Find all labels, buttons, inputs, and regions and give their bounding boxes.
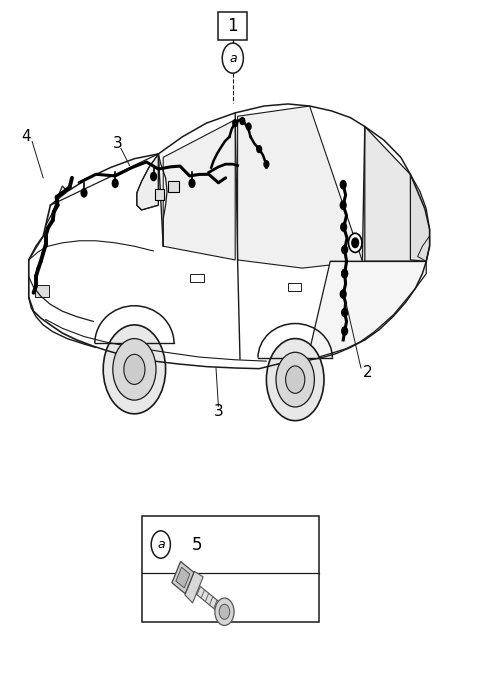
Circle shape [124,354,145,384]
Circle shape [266,339,324,421]
Polygon shape [137,154,158,210]
Circle shape [151,531,170,558]
Text: 1: 1 [228,17,238,35]
Circle shape [264,161,269,168]
FancyBboxPatch shape [35,285,49,297]
Polygon shape [238,106,362,268]
Circle shape [240,118,245,124]
Circle shape [341,223,347,231]
Circle shape [219,604,230,619]
Circle shape [286,366,305,393]
Circle shape [189,179,195,187]
Circle shape [340,290,346,298]
Circle shape [342,327,348,335]
FancyBboxPatch shape [168,181,179,192]
Circle shape [215,598,234,625]
Polygon shape [410,174,430,261]
Circle shape [342,308,348,317]
Polygon shape [176,567,190,588]
FancyBboxPatch shape [142,516,319,622]
Circle shape [112,179,118,187]
Circle shape [340,181,346,189]
Circle shape [151,172,156,181]
Circle shape [276,352,314,407]
Text: 2: 2 [362,365,372,380]
Circle shape [246,123,251,130]
Circle shape [342,246,348,254]
Text: 3: 3 [214,404,223,419]
Circle shape [348,233,362,252]
Polygon shape [365,127,426,261]
Circle shape [352,238,359,248]
Circle shape [103,325,166,414]
Polygon shape [185,571,203,603]
Circle shape [257,146,262,153]
Circle shape [342,269,348,278]
FancyBboxPatch shape [218,12,247,40]
Circle shape [340,201,346,209]
Circle shape [233,120,238,127]
Text: 3: 3 [113,136,122,151]
Text: 4: 4 [22,129,31,144]
Circle shape [81,189,87,197]
FancyBboxPatch shape [155,189,164,200]
Circle shape [222,43,243,73]
Polygon shape [189,579,229,618]
Circle shape [113,339,156,400]
Text: 5: 5 [192,536,203,553]
Text: a: a [157,538,165,551]
Text: a: a [229,51,237,65]
Polygon shape [307,261,426,360]
Polygon shape [172,562,194,594]
Circle shape [342,269,348,278]
Polygon shape [163,120,235,260]
